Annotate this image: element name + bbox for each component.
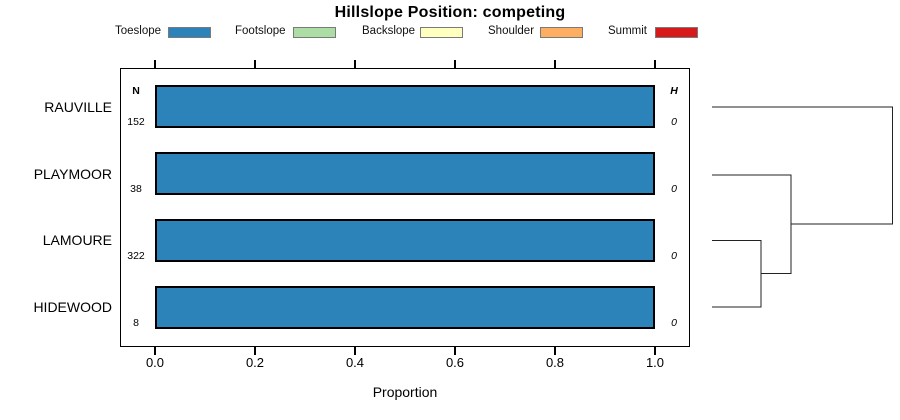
x-tick-bottom [654, 347, 656, 355]
legend-label-toeslope: Toeslope [115, 25, 162, 37]
n-value-lamoure: 322 [127, 250, 145, 262]
x-tick-bottom [354, 347, 356, 355]
x-tick-bottom [554, 347, 556, 355]
x-tick-top [654, 60, 656, 68]
n-column-header: N [132, 85, 140, 97]
bar-track [155, 286, 655, 329]
x-tick-label: 0.8 [545, 355, 565, 370]
h-value-playmoor: 0 [671, 183, 677, 195]
row-label-rauville: RAUVILLE [44, 99, 112, 115]
h-value-hidewood: 0 [671, 317, 677, 329]
h-value-rauville: 0 [671, 116, 677, 128]
row-label-playmoor: PLAYMOOR [33, 166, 112, 182]
x-tick-bottom [454, 347, 456, 355]
legend-swatch-toeslope [168, 27, 211, 38]
x-tick-label: 0.2 [245, 355, 265, 370]
x-tick-label: 0.6 [445, 355, 465, 370]
legend-label-shoulder: Shoulder [488, 25, 535, 37]
legend-swatch-backslope [420, 27, 463, 38]
h-column-header: H [670, 85, 678, 97]
bar-lamoure [155, 219, 655, 262]
legend-label-footslope: Footslope [235, 25, 286, 37]
chart-title: Hillslope Position: competing [334, 4, 566, 21]
bar-playmoor [155, 152, 655, 195]
h-value-lamoure: 0 [671, 250, 677, 262]
x-tick-label: 0.4 [345, 355, 365, 370]
bar-track [155, 85, 655, 128]
x-tick-top [254, 60, 256, 68]
row-label-lamoure: LAMOURE [42, 232, 112, 248]
x-tick-top [554, 60, 556, 68]
n-value-hidewood: 8 [133, 317, 139, 329]
n-value-playmoor: 38 [130, 183, 142, 195]
x-axis-label: Proportion [372, 384, 438, 400]
bar-rauville [155, 85, 655, 128]
x-tick-bottom [254, 347, 256, 355]
n-value-rauville: 152 [127, 116, 145, 128]
x-tick-bottom [154, 347, 156, 355]
legend-swatch-shoulder [540, 27, 583, 38]
x-tick-label: 0.0 [145, 355, 165, 370]
x-tick-top [454, 60, 456, 68]
legend-label-summit: Summit [608, 25, 647, 37]
x-tick-top [154, 60, 156, 68]
x-tick-label: 1.0 [645, 355, 665, 370]
x-tick-top [354, 60, 356, 68]
bar-hidewood [155, 286, 655, 329]
bar-track [155, 219, 655, 262]
row-label-hidewood: HIDEWOOD [33, 299, 112, 315]
legend-swatch-summit [655, 27, 698, 38]
bar-track [155, 152, 655, 195]
legend-label-backslope: Backslope [362, 25, 416, 37]
legend-swatch-footslope [293, 27, 336, 38]
